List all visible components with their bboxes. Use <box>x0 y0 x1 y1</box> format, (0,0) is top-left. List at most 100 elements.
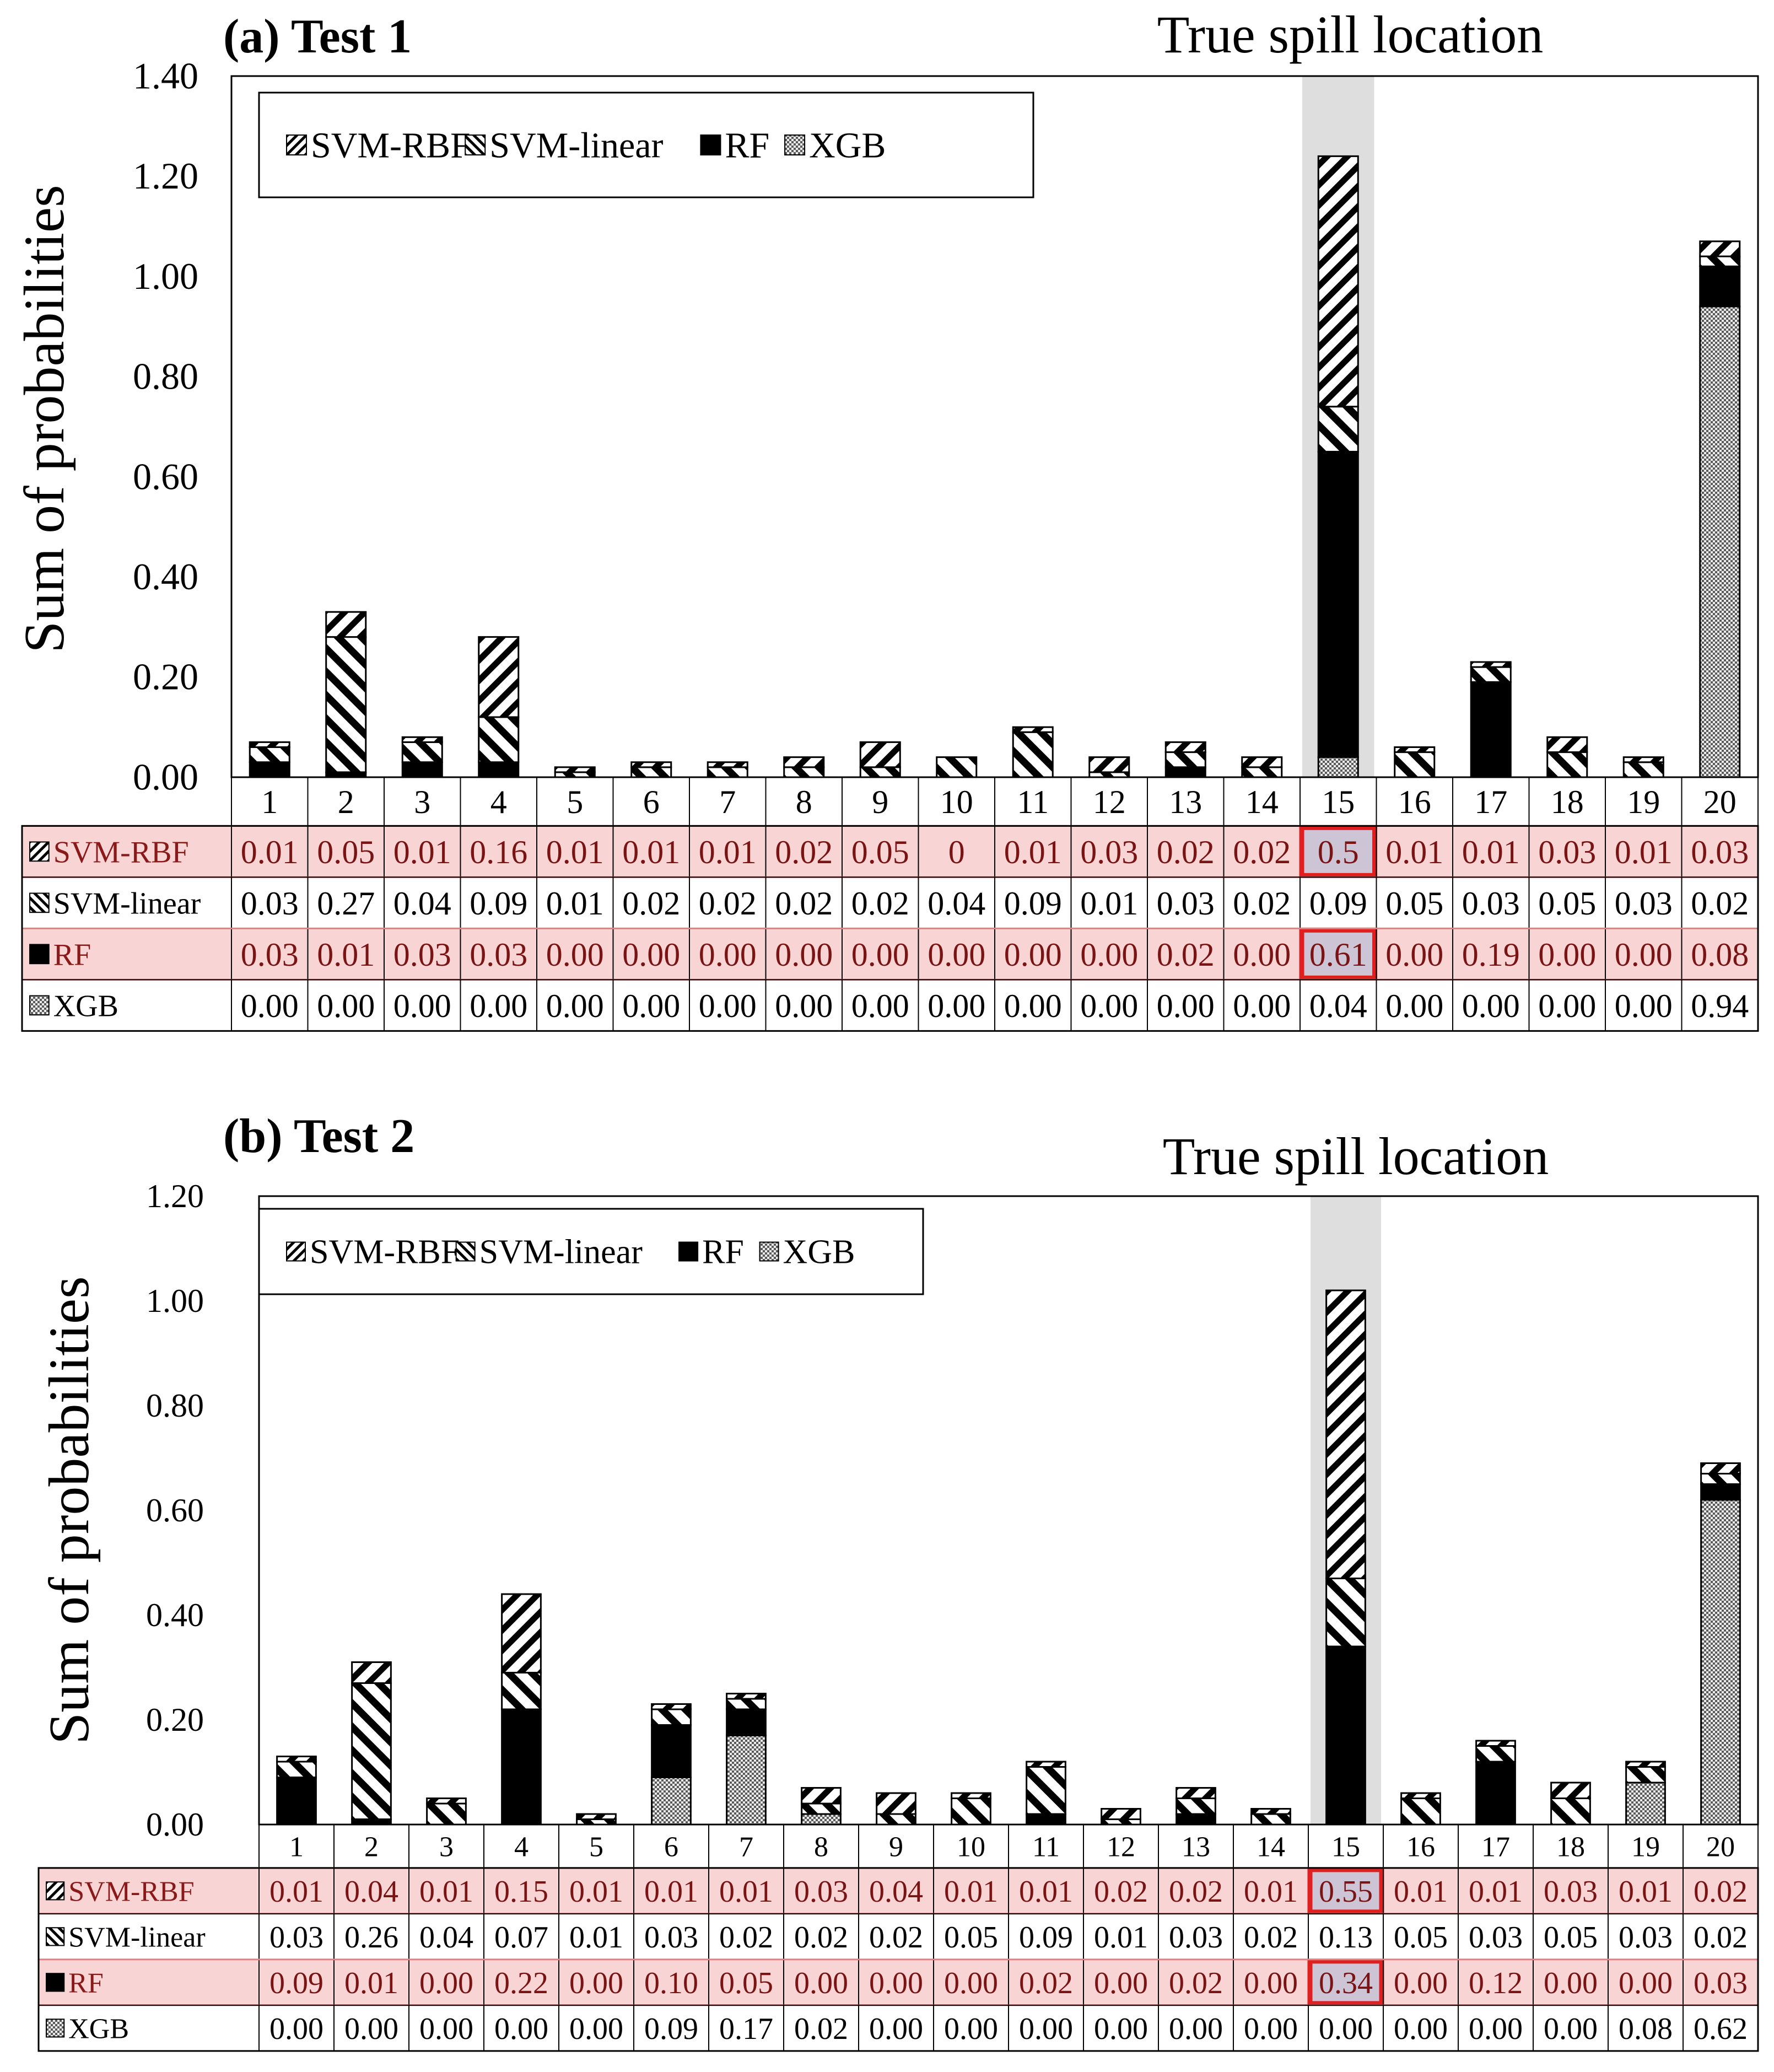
bar-segment-svm-rbf-loc-12[interactable] <box>1088 756 1130 773</box>
bar-segment-svm-linear-loc-14[interactable] <box>1250 1813 1291 1826</box>
bar-segment-svm-rbf-loc-16[interactable] <box>1394 746 1436 754</box>
bar-segment-svm-linear-loc-7[interactable] <box>707 766 748 778</box>
bar-segment-svm-rbf-loc-9[interactable] <box>876 1792 916 1815</box>
data-label: 0.09 <box>1004 885 1062 922</box>
bar-segment-svm-linear-loc-15[interactable] <box>1325 1578 1366 1648</box>
bar-segment-svm-linear-loc-20[interactable] <box>1700 1473 1741 1485</box>
bar-segment-xgb-loc-20[interactable] <box>1700 1499 1741 1826</box>
bar-segment-svm-linear-loc-16[interactable] <box>1394 751 1436 778</box>
bar-segment-svm-linear-loc-4[interactable] <box>501 1672 542 1710</box>
bar-segment-svm-rbf-loc-10[interactable] <box>951 1792 991 1799</box>
bar-segment-svm-linear-loc-15[interactable] <box>1317 406 1359 453</box>
bar-segment-svm-rbf-loc-8[interactable] <box>801 1787 842 1805</box>
bar-segment-xgb-loc-6[interactable] <box>651 1777 692 1826</box>
bar-segment-svm-linear-loc-10[interactable] <box>951 1797 991 1826</box>
bar-segment-svm-linear-loc-13[interactable] <box>1164 751 1206 768</box>
x-tick-label: 12 <box>1093 784 1126 820</box>
bar-segment-rf-loc-17[interactable] <box>1475 1761 1516 1826</box>
bar-segment-svm-linear-loc-1[interactable] <box>249 746 290 763</box>
bar-segment-svm-linear-loc-11[interactable] <box>1026 1766 1066 1815</box>
bar-segment-svm-rbf-loc-20[interactable] <box>1700 1462 1741 1474</box>
bar-segment-svm-rbf-loc-15[interactable] <box>1317 155 1359 408</box>
bar-segment-xgb-loc-8[interactable] <box>801 1813 842 1826</box>
bar-segment-svm-rbf-loc-3[interactable] <box>426 1797 467 1805</box>
bar-segment-svm-rbf-loc-1[interactable] <box>276 1756 317 1763</box>
bar-segment-svm-linear-loc-8[interactable] <box>783 766 825 778</box>
bar-segment-svm-rbf-loc-18[interactable] <box>1550 1782 1591 1799</box>
bar-segment-svm-rbf-loc-2[interactable] <box>351 1661 392 1684</box>
bar-segment-svm-linear-loc-18[interactable] <box>1546 751 1588 778</box>
bar-segment-svm-linear-loc-14[interactable] <box>1241 766 1283 778</box>
bar-segment-svm-linear-loc-6[interactable] <box>651 1708 692 1726</box>
bar-segment-svm-rbf-loc-16[interactable] <box>1400 1792 1441 1799</box>
bar-segment-svm-rbf-loc-17[interactable] <box>1470 661 1512 668</box>
bar-segment-svm-rbf-loc-19[interactable] <box>1622 756 1664 763</box>
bar-segment-svm-linear-loc-3[interactable] <box>426 1802 467 1826</box>
bar-segment-svm-linear-loc-1[interactable] <box>276 1761 317 1778</box>
bar-segment-rf-loc-15[interactable] <box>1317 450 1359 758</box>
bar-segment-rf-loc-11[interactable] <box>1026 1813 1066 1826</box>
bar-segment-rf-loc-13[interactable] <box>1176 1813 1216 1826</box>
bar-segment-svm-rbf-loc-11[interactable] <box>1012 726 1054 733</box>
bar-segment-svm-linear-loc-6[interactable] <box>630 766 672 778</box>
bar-segment-rf-loc-1[interactable] <box>249 761 290 778</box>
bar-segment-rf-loc-15[interactable] <box>1325 1645 1366 1826</box>
bar-segment-svm-rbf-loc-19[interactable] <box>1625 1761 1666 1768</box>
bar-segment-svm-rbf-loc-2[interactable] <box>325 611 367 638</box>
bar-segment-svm-rbf-loc-17[interactable] <box>1475 1740 1516 1747</box>
bar-segment-rf-loc-20[interactable] <box>1700 1483 1741 1501</box>
bar-segment-svm-rbf-loc-4[interactable] <box>478 636 520 718</box>
bar-segment-rf-loc-13[interactable] <box>1164 766 1206 778</box>
bar-segment-svm-rbf-loc-18[interactable] <box>1546 736 1588 754</box>
bar-segment-svm-linear-loc-17[interactable] <box>1475 1745 1516 1763</box>
bar-segment-svm-linear-loc-3[interactable] <box>401 741 443 763</box>
bar-segment-svm-rbf-loc-13[interactable] <box>1164 741 1206 754</box>
bar-segment-rf-loc-4[interactable] <box>501 1708 542 1826</box>
bar-segment-svm-rbf-loc-12[interactable] <box>1101 1808 1141 1820</box>
bar-segment-svm-linear-loc-7[interactable] <box>726 1698 767 1710</box>
bar-segment-rf-loc-17[interactable] <box>1470 681 1512 778</box>
bar-segment-xgb-loc-7[interactable] <box>726 1735 767 1826</box>
bar-segment-svm-rbf-loc-11[interactable] <box>1026 1761 1066 1768</box>
bar-segment-svm-linear-loc-19[interactable] <box>1622 761 1664 778</box>
bar-segment-svm-rbf-loc-13[interactable] <box>1176 1787 1216 1799</box>
bar-segment-svm-rbf-loc-20[interactable] <box>1699 240 1741 257</box>
bar-segment-svm-rbf-loc-5[interactable] <box>576 1813 617 1820</box>
bar-segment-svm-linear-loc-8[interactable] <box>801 1802 842 1815</box>
bar-segment-svm-rbf-loc-6[interactable] <box>651 1703 692 1710</box>
bar-segment-svm-rbf-loc-9[interactable] <box>859 741 901 768</box>
bar-segment-svm-linear-loc-19[interactable] <box>1625 1766 1666 1784</box>
bar-segment-svm-rbf-loc-4[interactable] <box>501 1593 542 1673</box>
bar-segment-rf-loc-1[interactable] <box>276 1777 317 1826</box>
bar-segment-svm-rbf-loc-8[interactable] <box>783 756 825 768</box>
bar-segment-svm-linear-loc-2[interactable] <box>351 1682 392 1820</box>
bar-segment-svm-rbf-loc-1[interactable] <box>249 741 290 748</box>
bar-segment-xgb-loc-20[interactable] <box>1699 305 1741 778</box>
bar-segment-svm-rbf-loc-3[interactable] <box>401 736 443 743</box>
bar-segment-svm-rbf-loc-5[interactable] <box>554 766 596 773</box>
bar-segment-svm-linear-loc-20[interactable] <box>1699 255 1741 267</box>
bar-segment-svm-rbf-loc-6[interactable] <box>630 761 672 768</box>
bar-segment-svm-rbf-loc-14[interactable] <box>1241 756 1283 768</box>
bar-segment-svm-linear-loc-10[interactable] <box>936 756 978 778</box>
bar-segment-svm-linear-loc-9[interactable] <box>876 1813 916 1826</box>
bar-segment-svm-rbf-loc-7[interactable] <box>707 761 748 768</box>
bar-segment-rf-loc-7[interactable] <box>726 1708 767 1736</box>
bar-segment-rf-loc-3[interactable] <box>401 761 443 778</box>
bar-segment-svm-rbf-loc-7[interactable] <box>726 1693 767 1700</box>
bar-segment-xgb-loc-15[interactable] <box>1317 756 1359 778</box>
bar-segment-xgb-loc-19[interactable] <box>1625 1782 1666 1826</box>
bar-segment-rf-loc-4[interactable] <box>478 761 520 778</box>
bar-segment-svm-linear-loc-4[interactable] <box>478 716 520 763</box>
bar-segment-svm-linear-loc-9[interactable] <box>859 766 901 778</box>
bar-segment-svm-linear-loc-11[interactable] <box>1012 731 1054 778</box>
bar-segment-svm-linear-loc-16[interactable] <box>1400 1797 1441 1826</box>
bar-segment-svm-linear-loc-13[interactable] <box>1176 1797 1216 1815</box>
bar-segment-rf-loc-20[interactable] <box>1699 265 1741 308</box>
bar-segment-svm-rbf-loc-14[interactable] <box>1250 1808 1291 1815</box>
bar-segment-svm-linear-loc-2[interactable] <box>325 636 367 773</box>
bar-segment-rf-loc-6[interactable] <box>651 1724 692 1778</box>
bar-segment-svm-rbf-loc-15[interactable] <box>1325 1289 1366 1579</box>
bar-segment-svm-linear-loc-18[interactable] <box>1550 1797 1591 1826</box>
bar-segment-svm-linear-loc-17[interactable] <box>1470 666 1512 683</box>
